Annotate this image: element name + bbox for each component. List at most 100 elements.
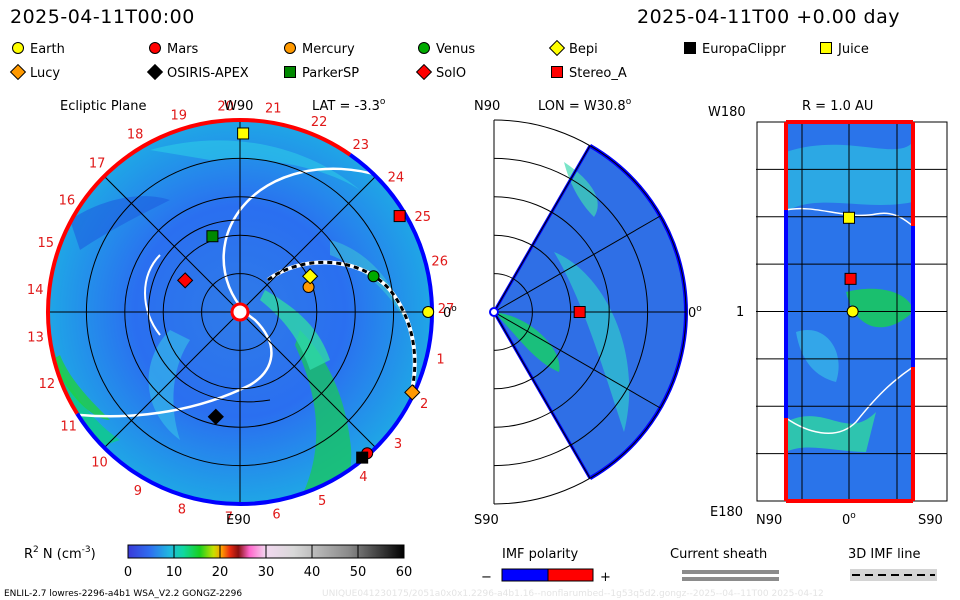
meridional-panel: N90 LON = W30.8o S90 0o [474,97,702,528]
carrington-number-4: 4 [359,470,367,485]
ecliptic-e90-label: E90 [226,513,251,528]
colorbar-tick-label-0: 0 [124,565,132,580]
current-sheath-line-1 [682,570,779,574]
colorbar-label: R2 N (cm-3) [24,545,96,562]
footer-left: ENLIL-2.7 lowres-2296-a4b1 WSA_V2.2 GONG… [4,589,242,599]
carrington-number-3: 3 [394,437,402,452]
carrington-number-19: 19 [170,108,187,123]
carrington-number-11: 11 [60,419,77,434]
carrington-number-2: 2 [420,397,428,412]
carrington-number-14: 14 [27,283,44,298]
imf-polarity-title: IMF polarity [502,547,578,562]
imf-negative-swatch [501,568,549,582]
ecliptic-spoke-6 [103,311,241,449]
object-legend: Earth Mars Mercury Venus Bepi EuropaClippr Jui… [9,39,869,81]
ecliptic-objects [176,127,435,464]
ecliptic-spoke-4 [103,175,241,313]
venus-legend-marker [418,42,430,54]
imf-plus-sign: + [600,570,611,585]
ecliptic-spoke-8 [239,311,377,449]
carrington-number-27: 27 [438,302,455,317]
meridional-spoke-4 [493,311,661,409]
colorbar-tick-label-50: 50 [350,565,367,580]
parkersp-legend-marker [284,66,296,78]
earth-synoptic-marker [846,305,859,318]
ecliptic-grid [48,120,432,504]
sun-icon [230,302,250,322]
meridional-n-label: N90 [474,99,500,114]
footer-right: UNIQUE041230175/2051a0x0x1.2296-a4b1.16-… [322,589,824,599]
carrington-number-21: 21 [265,102,282,117]
legend-label-parkersp: ParkerSP [302,66,359,81]
lucy-legend-marker [9,63,27,81]
parkersp-ecliptic-marker [206,230,219,243]
mars-legend-marker [149,42,161,54]
header-right-time: 2025-04-11T00 +0.00 day [637,6,900,28]
osiris-apex-legend-marker [146,63,164,81]
imf3d-title: 3D IMF line [848,547,921,562]
carrington-number-13: 13 [27,330,44,345]
stereo-a-synoptic-marker [844,272,857,285]
imf-polarity-key: IMF polarity − + [481,547,611,585]
solo-legend-marker [415,63,433,81]
europaclippr-legend-marker [684,42,696,54]
legend-label-osiris-apex: OSIRIS-APEX [167,66,249,81]
carrington-number-6: 6 [272,508,280,523]
carrington-number-17: 17 [89,157,106,172]
ecliptic-spoke-2 [239,175,377,313]
meridional-wedge [489,119,688,505]
carrington-number-20: 20 [217,100,234,115]
colorbar-tick-label-60: 60 [396,565,413,580]
synoptic-n90-label: N90 [756,513,782,528]
carrington-number-18: 18 [127,128,144,143]
meridional-lon-label: LON = W30.8o [538,97,632,114]
ecliptic-rim-positive [46,118,352,415]
synoptic-e180-label: E180 [710,505,743,520]
synoptic-hcs-line-1 [785,207,914,227]
bepi-legend-marker [548,39,566,57]
meridional-field-blob-2 [554,252,630,432]
carrington-number-1: 1 [436,352,444,367]
meridional-spoke-5 [493,311,591,479]
legend-label-juice: Juice [837,42,869,57]
colorbar-ticks: 0 10 20 30 40 50 60 [124,545,412,580]
header-left-time: 2025-04-11T00:00 [10,6,195,28]
mercury-legend-marker [284,42,296,54]
carrington-number-5: 5 [318,494,326,509]
imf3d-key: 3D IMF line [848,547,937,581]
ecliptic-title: Ecliptic Plane [60,99,146,114]
venus-ecliptic-marker [367,270,380,283]
carrington-number-23: 23 [353,138,370,153]
osiris-apex-ecliptic-marker [207,408,224,425]
ecliptic-panel: Ecliptic Plane LAT = -3.3o [27,97,457,528]
stereo-a-ecliptic-marker [393,210,406,223]
meridional-sun-icon [489,307,499,317]
meridional-s-label: S90 [474,513,499,528]
colorbar-tick-label-30: 30 [258,565,275,580]
synoptic-field-blob-2 [846,288,913,328]
meridional-zero-label: 0o [688,304,702,321]
europaclippr-ecliptic-marker [356,451,369,464]
juice-ecliptic-marker [237,127,250,140]
earth-ecliptic-marker [422,306,435,318]
synoptic-title: R = 1.0 AU [802,99,873,114]
earth-legend-marker [12,42,24,54]
legend-label-mars: Mars [167,42,199,57]
synoptic-s90-label: S90 [918,513,943,528]
carrington-number-16: 16 [59,193,76,208]
current-sheath-key: Current sheath [670,547,779,581]
stereo-a-meridional-marker [573,306,586,318]
colorbar-tick-label-40: 40 [304,565,321,580]
mercury-ecliptic-marker [302,281,315,294]
lucy-ecliptic-marker [404,384,421,401]
legend-label-bepi: Bepi [569,42,598,57]
carrington-number-8: 8 [178,503,186,518]
carrington-number-7: 7 [225,511,233,526]
current-sheath-line-2 [682,577,779,581]
bepi-ecliptic-marker [302,268,319,285]
meridional-spoke-1 [493,145,591,313]
ecliptic-zero-label: 0o [443,304,457,321]
synoptic-panel: R = 1.0 AU W180 E180 1 N90 0o S90 [708,99,948,528]
